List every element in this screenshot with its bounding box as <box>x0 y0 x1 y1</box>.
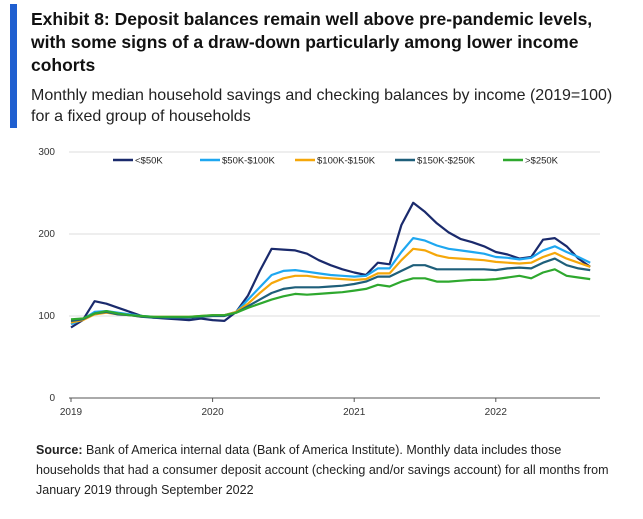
legend-label: <$50K <box>135 156 163 167</box>
source-note: Source: Bank of America internal data (B… <box>36 440 626 500</box>
chart-legend: <$50K $50K-$100K $100K-$150K $150K-$250K >$2… <box>113 156 559 167</box>
series-line <box>70 236 591 326</box>
x-tick-label: 2022 <box>485 407 508 418</box>
line-chart: 0 100 200 300 2019 2020 2021 2022 <$50K $50K-$10… <box>38 147 600 418</box>
series-line <box>70 201 591 329</box>
chart-subtitle: Monthly median household savings and che… <box>31 87 613 125</box>
source-label: Source: <box>36 443 83 457</box>
title-accent-bar <box>10 4 17 128</box>
chart-axes: 0 100 200 300 2019 2020 2021 2022 <box>38 147 507 418</box>
legend-label: $100K-$150K <box>317 156 376 167</box>
chart-series <box>70 201 591 329</box>
y-tick-label: 200 <box>38 229 55 240</box>
exhibit-title: Exhibit 8: Deposit balances remain well … <box>31 9 593 75</box>
series-line <box>70 268 591 321</box>
legend-label: $50K-$100K <box>222 156 275 167</box>
y-tick-label: 300 <box>38 147 55 158</box>
x-tick-label: 2020 <box>201 407 224 418</box>
series-line <box>70 257 591 322</box>
legend-label: $150K-$250K <box>417 156 476 167</box>
x-tick-label: 2021 <box>343 407 366 418</box>
y-tick-label: 0 <box>49 393 55 404</box>
x-tick-label: 2019 <box>60 407 83 418</box>
y-tick-label: 100 <box>38 311 55 322</box>
source-text: Bank of America internal data (Bank of A… <box>36 443 609 497</box>
legend-label: >$250K <box>525 156 559 167</box>
